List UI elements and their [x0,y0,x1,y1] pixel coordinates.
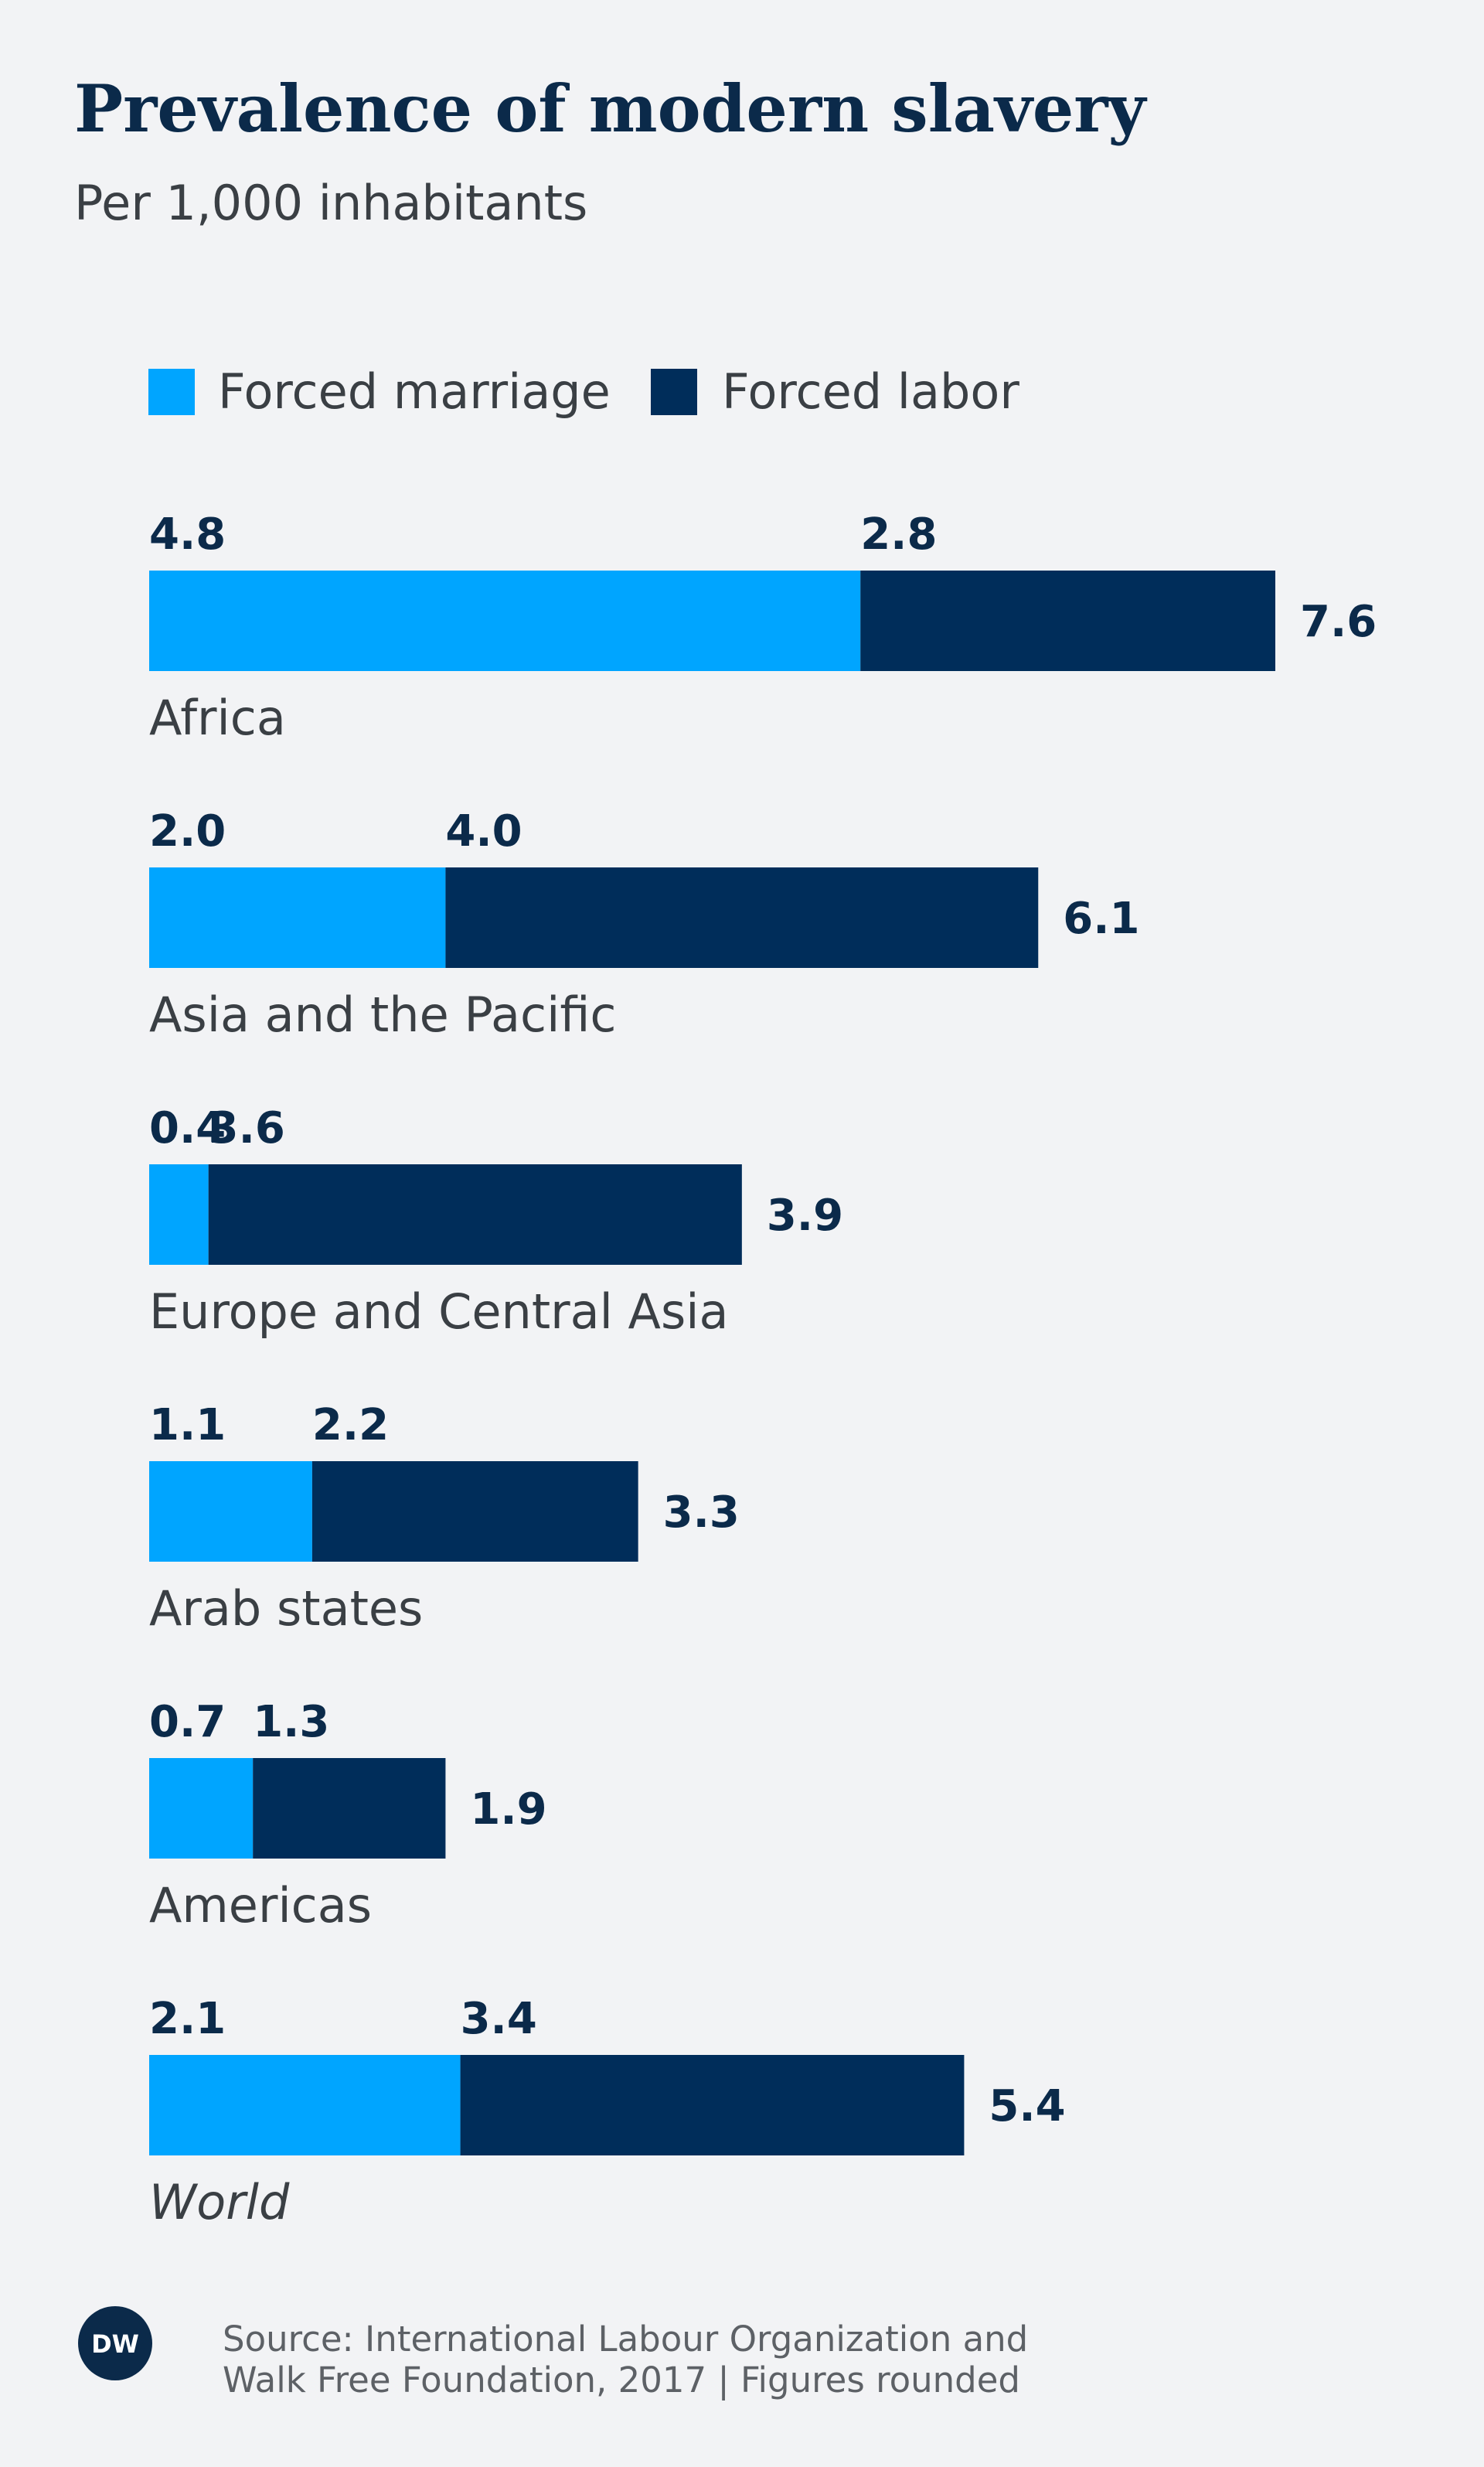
source-line-2: Walk Free Foundation, 2017 | Figures rou… [223,2360,1020,2401]
bar-forced-labor [253,1758,446,1859]
dw-logo-text: DW [91,2329,139,2359]
value-label-forced-marriage: 4.8 [149,509,226,560]
category-label: Africa [149,690,286,746]
chart-title: Prevalence of modern slavery [74,70,1148,147]
bar-forced-labor [208,1164,742,1265]
bar-row: 0.43.6 3.9 Europe and Central Asia [149,1103,843,1340]
legend-swatch-forced-marriage [148,369,195,415]
value-label-forced-labor: 4.0 [445,806,522,857]
value-label-forced-marriage: 2.1 [149,1994,226,2044]
dw-logo-icon: DW [78,2306,152,2380]
legend: Forced marriage Forced labor [148,363,1019,420]
legend-label-forced-labor: Forced labor [722,363,1019,420]
value-label-total: 6.1 [1063,894,1139,944]
value-label-forced-labor: 2.2 [312,1400,389,1450]
bar-row: 2.0 4.0 6.1 Asia and the Pacific [149,806,1139,1043]
chart-subtitle: Per 1,000 inhabitants [74,175,587,231]
bar-forced-labor [860,571,1275,671]
bar-row: 0.7 1.3 1.9 Americas [149,1697,547,1934]
value-label-forced-marriage: 2.0 [149,806,226,857]
bar-forced-marriage [149,571,861,671]
bar-forced-marriage [149,1758,254,1859]
bar-forced-labor [445,867,1039,968]
value-label-forced-marriage: 1.1 [149,1400,226,1450]
category-label: Europe and Central Asia [149,1283,728,1340]
bar-forced-labor [460,2055,965,2155]
category-label: World [149,2174,290,2230]
value-label-forced-labor: 3.4 [461,1994,537,2044]
value-label-forced-marriage: 0.7 [149,1697,226,1747]
bar-forced-marriage [149,2055,461,2155]
bars-group: 4.8 2.8 7.6 Africa 2.0 4.0 6.1 Asia and the Pac… [149,509,1377,2230]
category-label: Arab states [149,1580,423,1637]
value-label-forced-labor: 3.6 [209,1103,285,1153]
bar-row: 2.1 3.4 5.4 World [149,1994,1066,2230]
value-label-total: 1.9 [470,1784,546,1835]
bar-forced-marriage [149,1461,312,1562]
value-label-forced-labor: 2.8 [860,509,937,560]
source-line-1: Source: International Labour Organizatio… [223,2319,1028,2360]
bar-forced-labor [311,1461,638,1562]
dw-logo-circle [78,2306,152,2380]
legend-label-forced-marriage: Forced marriage [218,363,611,420]
bar-forced-marriage [149,1164,209,1265]
bar-row: 1.1 2.2 3.3 Arab states [149,1400,740,1637]
value-label-total: 7.6 [1300,597,1377,647]
value-label-forced-labor: 1.3 [253,1697,329,1747]
bar-forced-marriage [149,867,446,968]
value-label-total: 5.4 [989,2081,1065,2131]
value-label-total: 3.3 [663,1487,740,1538]
value-label-forced-marriage: 0.4 [149,1103,226,1153]
legend-swatch-forced-labor [651,369,697,415]
category-label: Americas [149,1877,372,1934]
bar-row: 4.8 2.8 7.6 Africa [149,509,1377,746]
category-label: Asia and the Pacific [149,986,617,1043]
value-label-total: 3.9 [767,1191,843,1241]
